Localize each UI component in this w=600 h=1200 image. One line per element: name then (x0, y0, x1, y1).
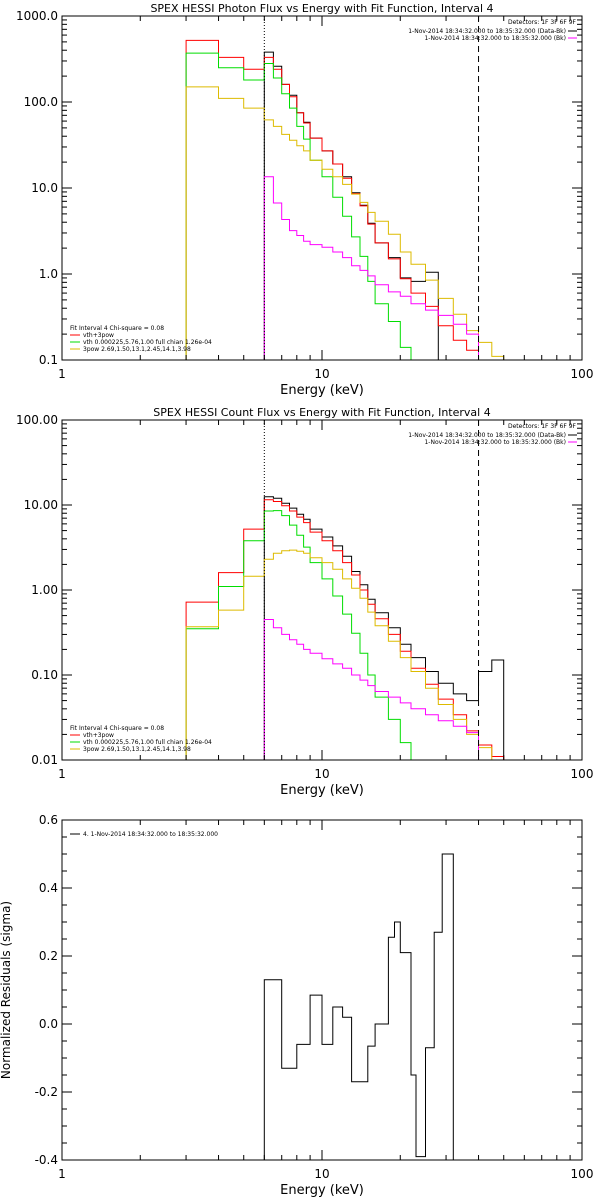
x-tick-label: 10 (314, 367, 329, 381)
y-tick-label: 0.1 (39, 353, 58, 367)
y-tick-label: 0.10 (31, 668, 58, 682)
legend-label: 3pow 2.69,1.50,13.1,2.45,14.1,3.98 (83, 746, 191, 753)
header-time-range: 1-Nov-2014 18:34:32.000 to 18:35:32.000 … (408, 28, 566, 35)
chart-panel-2: SPEX HESSI Count Flux vs Energy with Fit… (16, 406, 593, 798)
y-tick-label: 100.0 (24, 95, 58, 109)
series-3pow (185, 86, 505, 360)
x-tick-label: 100 (571, 367, 594, 381)
plot-frame (61, 819, 583, 1161)
y-tick-label: 10.0 (31, 181, 58, 195)
x-tick-label: 10 (314, 1167, 329, 1181)
x-tick-label: 1 (58, 767, 66, 781)
y-tick-label: -0.4 (35, 1153, 58, 1167)
x-tick-label: 10 (314, 767, 329, 781)
series-group (185, 496, 517, 760)
y-tick-label: 0.01 (31, 753, 58, 767)
series-4-1-nov-2014-18-34-32-000-to-18-35-32-000 (263, 853, 454, 1160)
series-bk (263, 619, 479, 760)
y-tick-label: 1.0 (39, 267, 58, 281)
y-tick-label: 1.00 (31, 583, 58, 597)
header-time-range: 1-Nov-2014 18:34:32.000 to 18:35:32.000 … (424, 439, 566, 446)
y-tick-label: 0.4 (39, 881, 58, 895)
header-time-range: 1-Nov-2014 18:34:32.000 to 18:35:32.000 … (424, 35, 566, 42)
legend-label: vth+3pow (83, 332, 114, 339)
series-data-bk (263, 51, 439, 360)
x-tick-label: 1 (58, 367, 66, 381)
chart-title: SPEX HESSI Count Flux vs Energy with Fit… (153, 406, 490, 419)
header-time-range: 1-Nov-2014 18:34:32.000 to 18:35:32.000 … (408, 432, 566, 439)
y-tick-label: -0.2 (35, 1085, 58, 1099)
legend-label: vth 0.000225,5.76,1.00 full chian 1.26e-… (83, 339, 212, 346)
x-tick-label: 100 (571, 767, 594, 781)
legend-label: Fit Interval 4 Chi-square = 0.08 (70, 325, 164, 332)
series-group (263, 853, 454, 1160)
y-tick-label: 1000.0 (16, 9, 58, 23)
chart-panel-3: 1 10 100 Energy (keV) -0.4 -0.2 0.0 0.2 0.4 0.6 No… (0, 813, 593, 1198)
x-axis-label: Energy (keV) (280, 783, 364, 798)
detectors-label: Detectors: 1F 3F 6F 9F (508, 19, 577, 26)
chart-title: SPEX HESSI Photon Flux vs Energy with Fi… (150, 2, 493, 15)
y-tick-label: 0.0 (39, 1017, 58, 1031)
legend-label: vth+3pow (83, 732, 114, 739)
legend-label: vth 0.000225,5.76,1.00 full chian 1.26e-… (83, 739, 212, 746)
series-vth-3pow (185, 39, 493, 360)
series-vth (185, 52, 426, 360)
detectors-label: Detectors: 1F 3F 6F 9F (508, 423, 577, 430)
series-group (185, 39, 505, 360)
legend-label: Fit Interval 4 Chi-square = 0.08 (70, 725, 164, 732)
series-data-bk (263, 496, 505, 760)
series-vth (185, 510, 426, 760)
chart-panel-1: SPEX HESSI Photon Flux vs Energy with Fi… (16, 2, 593, 398)
series-vth-3pow (185, 499, 517, 760)
y-tick-label: 10.00 (24, 498, 58, 512)
y-tick-label: 0.2 (39, 949, 58, 963)
plot-frame (61, 15, 583, 361)
x-tick-label: 100 (571, 1167, 594, 1181)
x-axis-label: Energy (keV) (280, 383, 364, 398)
x-axis-label: Energy (keV) (280, 1183, 364, 1198)
legend-label: 4. 1-Nov-2014 18:34:32.000 to 18:35:32.0… (83, 831, 218, 838)
legend-label: 3pow 2.69,1.50,13.1,2.45,14.1,3.98 (83, 346, 191, 353)
series-3pow (185, 549, 505, 760)
x-tick-label: 1 (58, 1167, 66, 1181)
y-axis-label: Normalized Residuals (sigma) (0, 901, 13, 1079)
y-tick-label: 100.00 (16, 413, 58, 427)
series-bk (263, 176, 479, 360)
y-tick-label: 0.6 (39, 813, 58, 827)
